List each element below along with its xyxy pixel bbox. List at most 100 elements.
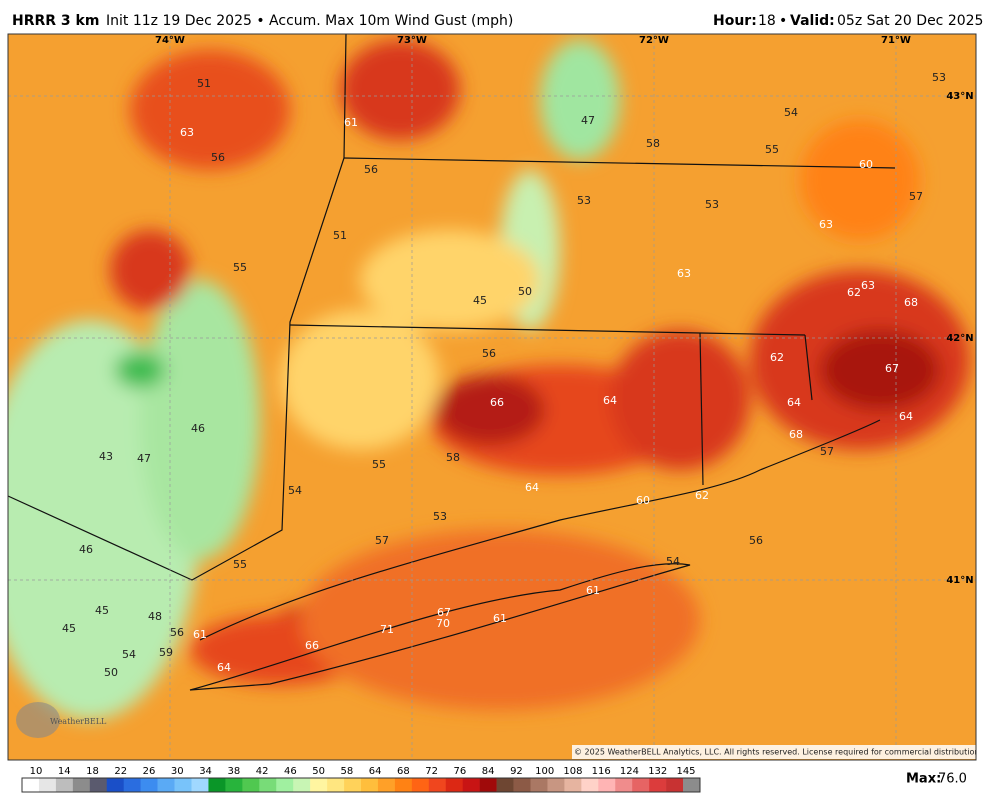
copyright: © 2025 WeatherBELL Analytics, LLC. All r… (574, 748, 982, 757)
station-value: 70 (436, 617, 450, 630)
station-value: 59 (159, 646, 173, 659)
station-value: 66 (490, 396, 504, 409)
lat-label: 41°N (946, 575, 973, 586)
colorbar-swatch (547, 778, 565, 792)
station-value: 64 (899, 410, 913, 423)
colorbar-swatch (496, 778, 514, 792)
map-frame (7, 33, 977, 761)
station-value: 61 (586, 584, 600, 597)
station-value: 47 (581, 114, 595, 127)
colorbar-label: 18 (86, 766, 99, 777)
valid-label: Valid: (790, 13, 835, 29)
colorbar-swatch (293, 778, 311, 792)
station-value: 63 (180, 126, 194, 139)
station-value: 43 (99, 450, 113, 463)
colorbar-swatch (683, 778, 701, 792)
colorbar-swatch (208, 778, 226, 792)
station-value: 64 (603, 394, 617, 407)
max-label: Max: (906, 772, 941, 787)
colorbar-swatch (411, 778, 430, 792)
colorbar-swatch (632, 778, 650, 792)
colorbar-swatch (89, 778, 108, 792)
station-value: 55 (233, 261, 247, 274)
station-value: 68 (789, 428, 803, 441)
colorbar-swatch (615, 778, 633, 792)
station-value: 46 (79, 543, 93, 556)
station-value: 58 (446, 451, 460, 464)
station-value: 56 (170, 626, 184, 639)
colorbar-swatch (327, 778, 345, 792)
colorbar-swatch (106, 778, 124, 792)
station-value: 46 (191, 422, 205, 435)
station-value: 56 (482, 347, 496, 360)
station-value: 55 (372, 458, 386, 471)
colorbar-label: 64 (369, 766, 382, 777)
colorbar-label: 50 (312, 766, 325, 777)
colorbar-swatch (462, 778, 480, 792)
colorbar-swatch (361, 778, 379, 792)
colorbar: 10 14 18 22 26 30 34 38 42 46 50 58 64 68 72 76 84 92 100 1… (21, 766, 701, 793)
station-value: 60 (636, 494, 650, 507)
colorbar-label: 124 (620, 766, 639, 777)
colorbar-label: 132 (648, 766, 667, 777)
station-value: 57 (375, 534, 389, 547)
station-value: 53 (577, 194, 591, 207)
station-value: 54 (666, 555, 680, 568)
colorbar-swatch (649, 778, 667, 792)
max-value: 76.0 (938, 772, 967, 787)
separator: • (779, 13, 787, 29)
colorbar-swatch (38, 778, 57, 792)
lon-label: 74°W (155, 35, 185, 46)
colorbar-label: 100 (535, 766, 554, 777)
station-value: 66 (305, 639, 319, 652)
station-value: 64 (787, 396, 801, 409)
station-value: 56 (211, 151, 225, 164)
colorbar-swatch (140, 778, 158, 792)
description: Init 11z 19 Dec 2025 • Accum. Max 10m Wi… (106, 13, 513, 29)
lon-label: 73°W (397, 35, 427, 46)
colorbar-swatch (225, 778, 243, 792)
station-value: 58 (646, 137, 660, 150)
colorbar-label: 26 (143, 766, 156, 777)
colorbar-swatch (445, 778, 463, 792)
station-value: 67 (885, 362, 899, 375)
station-value: 45 (473, 294, 487, 307)
colorbar-swatch (191, 778, 209, 792)
station-value: 55 (765, 143, 779, 156)
lat-label: 42°N (946, 333, 973, 344)
colorbar-label: 42 (256, 766, 269, 777)
colorbar-swatch (310, 778, 328, 792)
colorbar-swatch (55, 778, 74, 792)
colorbar-label: 30 (171, 766, 184, 777)
lon-label: 71°W (881, 35, 911, 46)
station-value: 60 (859, 158, 873, 171)
station-value: 61 (344, 116, 358, 129)
colorbar-swatch (581, 778, 599, 792)
colorbar-label: 92 (510, 766, 523, 777)
station-value: 67 (437, 606, 451, 619)
colorbar-swatch (377, 778, 396, 792)
colorbar-swatch (242, 778, 260, 792)
station-value: 63 (677, 267, 691, 280)
model: HRRR 3 km (12, 13, 99, 29)
lat-label: 43°N (946, 91, 973, 102)
colorbar-swatch (666, 778, 684, 792)
colorbar-swatch (276, 778, 294, 792)
station-value: 55 (233, 558, 247, 571)
map: WeatherBELL © 2025 WeatherBELL Analytics… (8, 34, 982, 760)
colorbar-label: 116 (592, 766, 611, 777)
station-value: 63 (819, 218, 833, 231)
colorbar-label: 108 (563, 766, 582, 777)
station-value: 56 (749, 534, 763, 547)
colorbar-swatch (174, 778, 192, 792)
station-value: 57 (820, 445, 834, 458)
station-value: 57 (909, 190, 923, 203)
colorbar-label: 68 (397, 766, 410, 777)
station-value: 53 (433, 510, 447, 523)
colorbar-frame (21, 777, 701, 793)
station-value: 71 (380, 623, 394, 636)
valid: 05z Sat 20 Dec 2025 (837, 13, 983, 29)
station-value: 54 (288, 484, 302, 497)
station-value: 56 (364, 163, 378, 176)
